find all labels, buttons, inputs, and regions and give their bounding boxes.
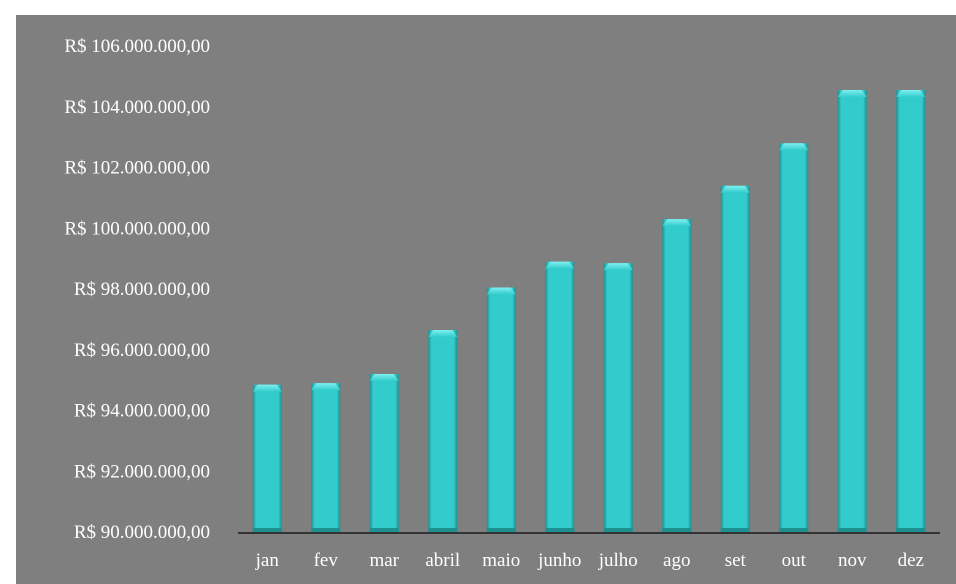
plot-area: R$ 90.000.000,00 R$ 92.000.000,00 R$ 94.00… bbox=[16, 15, 956, 584]
bar bbox=[603, 263, 633, 532]
bar-body bbox=[545, 261, 575, 532]
y-tick-label: R$ 106.000.000,00 bbox=[64, 36, 210, 57]
bar-body bbox=[252, 384, 282, 532]
y-tick-label: R$ 92.000.000,00 bbox=[74, 461, 210, 482]
bar-body bbox=[486, 287, 516, 532]
bars bbox=[252, 90, 926, 532]
bar-base bbox=[252, 528, 282, 532]
x-axis-tick-labels: jan fev mar abril maio junho julho ago set out nov… bbox=[255, 550, 924, 571]
bar-cap bbox=[779, 143, 809, 151]
bar bbox=[369, 374, 399, 532]
y-tick-label: R$ 90.000.000,00 bbox=[74, 522, 210, 543]
bar-body bbox=[603, 263, 633, 532]
bar bbox=[428, 330, 458, 532]
bar bbox=[837, 90, 867, 532]
bar-cap bbox=[428, 330, 458, 338]
bar-base bbox=[779, 528, 809, 532]
bar-cap bbox=[311, 383, 341, 391]
bar-cap bbox=[369, 374, 399, 382]
bar bbox=[252, 384, 282, 532]
bar-base bbox=[837, 528, 867, 532]
bar-body bbox=[896, 90, 926, 532]
bar-cap bbox=[720, 185, 750, 193]
x-tick-label: dez bbox=[898, 550, 924, 571]
bar-cap bbox=[252, 384, 282, 392]
bar-base bbox=[720, 528, 750, 532]
bar-base bbox=[662, 528, 692, 532]
y-tick-label: R$ 104.000.000,00 bbox=[64, 97, 210, 118]
x-tick-label: ago bbox=[663, 550, 690, 571]
bar-base bbox=[603, 528, 633, 532]
y-tick-label: R$ 100.000.000,00 bbox=[64, 218, 210, 239]
y-tick-label: R$ 94.000.000,00 bbox=[74, 401, 210, 422]
bar-cap bbox=[545, 261, 575, 269]
bar-base bbox=[545, 528, 575, 532]
bar-base bbox=[311, 528, 341, 532]
bar-cap bbox=[837, 90, 867, 98]
bar bbox=[896, 90, 926, 532]
bar bbox=[311, 383, 341, 532]
x-tick-label: fev bbox=[314, 550, 339, 571]
bar-chart: R$ 90.000.000,00 R$ 92.000.000,00 R$ 94.00… bbox=[64, 36, 940, 571]
bar bbox=[545, 261, 575, 532]
bar-base bbox=[369, 528, 399, 532]
bar-base bbox=[428, 528, 458, 532]
bar bbox=[720, 185, 750, 532]
bar-body bbox=[428, 330, 458, 532]
x-tick-label: jan bbox=[255, 550, 280, 571]
y-axis-tick-labels: R$ 90.000.000,00 R$ 92.000.000,00 R$ 94.00… bbox=[64, 36, 210, 543]
x-tick-label: julho bbox=[598, 550, 638, 571]
x-tick-label: mar bbox=[369, 550, 399, 571]
bar bbox=[486, 287, 516, 532]
bar bbox=[779, 143, 809, 532]
bar-cap bbox=[603, 263, 633, 271]
bar-base bbox=[486, 528, 516, 532]
bar-body bbox=[662, 219, 692, 532]
x-tick-label: set bbox=[725, 550, 747, 571]
bar-body bbox=[369, 374, 399, 532]
x-tick-label: out bbox=[782, 550, 807, 571]
y-tick-label: R$ 102.000.000,00 bbox=[64, 158, 210, 179]
x-tick-label: junho bbox=[537, 550, 581, 571]
bar-base bbox=[896, 528, 926, 532]
bar-body bbox=[779, 143, 809, 532]
x-tick-label: abril bbox=[425, 550, 460, 571]
x-tick-label: nov bbox=[838, 550, 867, 571]
y-tick-label: R$ 98.000.000,00 bbox=[74, 279, 210, 300]
x-tick-label: maio bbox=[482, 550, 520, 571]
bar-body bbox=[837, 90, 867, 532]
y-tick-label: R$ 96.000.000,00 bbox=[74, 340, 210, 361]
bar-cap bbox=[486, 287, 516, 295]
bar-cap bbox=[662, 219, 692, 227]
bar-body bbox=[720, 185, 750, 532]
bar bbox=[662, 219, 692, 532]
bar-body bbox=[311, 383, 341, 532]
bar-cap bbox=[896, 90, 926, 98]
